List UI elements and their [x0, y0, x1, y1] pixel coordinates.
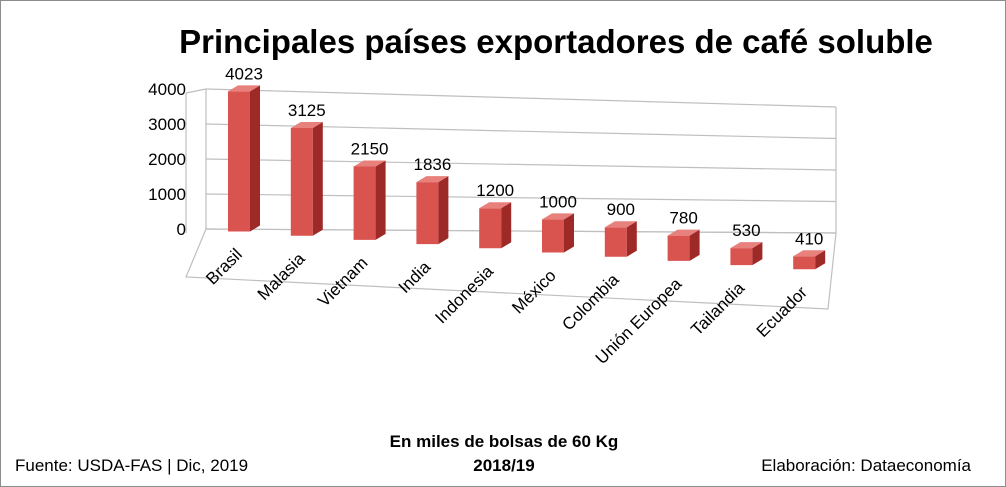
source-note: Fuente: USDA-FAS | Dic, 2019 [15, 456, 248, 475]
bar-top [793, 250, 826, 257]
bar-top [228, 85, 260, 92]
chart-title: Principales países exportadores de café … [179, 23, 933, 60]
x-category-label: Brasil [202, 245, 245, 288]
data-label: 2150 [351, 140, 389, 159]
data-label: 530 [732, 221, 760, 240]
x-category-label: Ecuador [753, 282, 811, 340]
x-category-label: India [395, 257, 435, 297]
bar-side [250, 85, 260, 232]
bar-top [542, 213, 574, 220]
x-category-label: México [508, 266, 560, 318]
bar-front [667, 235, 690, 261]
data-label: 3125 [288, 101, 326, 120]
data-label: 4023 [225, 64, 263, 83]
bar-side [626, 221, 637, 257]
bar-front [416, 182, 439, 245]
bar-front [793, 256, 816, 270]
bar [604, 221, 637, 257]
y-tick-label: 2000 [148, 150, 186, 169]
y-tick-label: 0 [177, 220, 186, 239]
bar-top [479, 202, 512, 209]
data-label: 1000 [539, 192, 577, 211]
data-label: 1200 [476, 181, 514, 200]
bar-top [290, 122, 323, 128]
bar-side [564, 213, 574, 253]
left-wall-top-edge [185, 88, 207, 94]
bars-layer [228, 85, 826, 270]
bar [479, 202, 512, 249]
data-label: 900 [607, 200, 635, 219]
data-labels-layer: 4023 3125 2150 1836 1200 1000 900 780 530 410 [225, 64, 823, 248]
bar-front [479, 208, 502, 249]
bar-side [312, 122, 323, 236]
y-tick-label: 3000 [148, 115, 186, 134]
bar [290, 122, 323, 236]
bar [416, 176, 449, 245]
bar [353, 160, 386, 240]
bar-top [604, 221, 637, 228]
bar [667, 229, 700, 261]
data-label: 1836 [413, 155, 451, 174]
data-label: 410 [795, 229, 823, 248]
x-category-label: Tailandia [687, 278, 748, 339]
data-label: 780 [669, 209, 697, 228]
gridline [205, 88, 837, 108]
y-axis-ticks: 0 1000 2000 3000 4000 [148, 80, 186, 239]
y-tick-label: 1000 [148, 185, 186, 204]
bar-top [667, 229, 700, 236]
period-note: 2018/19 [473, 456, 534, 475]
bar-front [228, 91, 250, 232]
y-tick-label: 4000 [148, 80, 186, 99]
bar-front [542, 219, 564, 253]
bar-side [689, 229, 700, 261]
bar-front [604, 227, 627, 257]
units-note: En miles de bolsas de 60 Kg [390, 432, 619, 451]
bar-side [752, 242, 763, 266]
bar-side [501, 202, 512, 249]
bar [730, 242, 763, 266]
x-category-label: Indonesia [431, 261, 497, 327]
bar-side [375, 160, 386, 240]
bar-top [730, 242, 763, 249]
bar-top [416, 176, 449, 183]
bar [542, 213, 574, 253]
bar [228, 85, 260, 232]
x-category-label: Colombia [558, 270, 623, 335]
credit-note: Elaboración: Dataeconomía [761, 456, 971, 475]
bar [793, 250, 826, 270]
bar-side [815, 250, 826, 270]
x-category-label: Vietnam [314, 253, 371, 310]
bar-front [730, 248, 753, 266]
bar-front [290, 128, 313, 236]
bar-front [353, 166, 376, 240]
bar-top [353, 160, 386, 167]
x-category-label: Malasia [254, 249, 309, 304]
bar-side [438, 176, 449, 245]
